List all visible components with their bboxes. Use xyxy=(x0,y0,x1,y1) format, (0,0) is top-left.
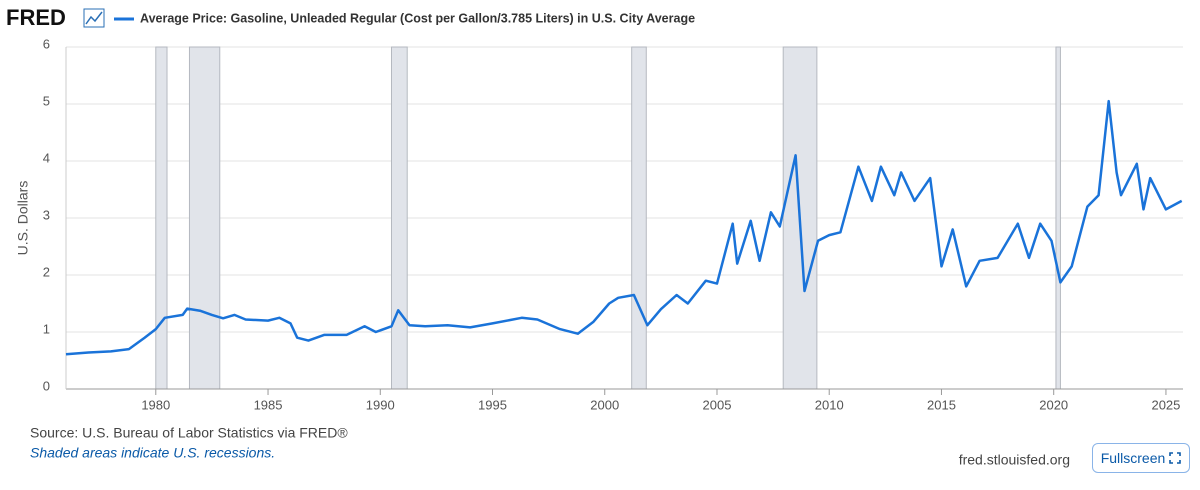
x-tick-label: 2015 xyxy=(927,397,956,412)
y-tick-label: 5 xyxy=(43,93,50,108)
recession-band xyxy=(155,46,168,390)
recession-band xyxy=(188,46,221,390)
y-tick-label: 0 xyxy=(43,378,50,393)
y-axis-label: U.S. Dollars xyxy=(15,181,31,256)
legend-label: Average Price: Gasoline, Unleaded Regula… xyxy=(140,11,695,25)
fullscreen-label: Fullscreen xyxy=(1100,450,1166,466)
x-tick-label: 2010 xyxy=(815,397,844,412)
x-tick-label: 2005 xyxy=(703,397,732,412)
fullscreen-button[interactable]: Fullscreen xyxy=(1092,443,1190,473)
recession-band xyxy=(390,46,408,390)
y-tick-label: 6 xyxy=(43,36,50,51)
series-line xyxy=(65,99,1183,356)
recession-band xyxy=(782,46,818,390)
source: Source: U.S. Bureau of Labor Statistics … xyxy=(30,425,348,441)
x-tick-label: 1990 xyxy=(366,397,395,412)
x-tick-label: 2000 xyxy=(590,397,619,412)
fullscreen-icon xyxy=(1169,452,1182,464)
note: Shaded areas indicate U.S. recessions. xyxy=(30,445,275,461)
y-tick-label: 2 xyxy=(43,264,50,279)
recession-band xyxy=(1055,46,1061,390)
recession-band xyxy=(631,46,647,390)
x-tick-label: 1985 xyxy=(254,397,283,412)
x-tick-label: 1980 xyxy=(141,397,170,412)
x-tick-label: 2020 xyxy=(1039,397,1068,412)
logo-icon xyxy=(83,8,105,28)
y-tick-label: 4 xyxy=(43,150,50,165)
x-tick-label: 2025 xyxy=(1151,397,1180,412)
y-tick-label: 3 xyxy=(43,207,50,222)
site: fred.stlouisfed.org xyxy=(959,452,1070,468)
logo-icon-line xyxy=(85,11,103,25)
x-tick-label: 1995 xyxy=(478,397,507,412)
plot: 0 1 2 3 4 5 6 1980 1985 1990 1995 2000 2005 2010 2015 2… xyxy=(43,36,1183,412)
logo: FRED xyxy=(6,5,66,30)
y-tick-label: 1 xyxy=(43,321,50,336)
